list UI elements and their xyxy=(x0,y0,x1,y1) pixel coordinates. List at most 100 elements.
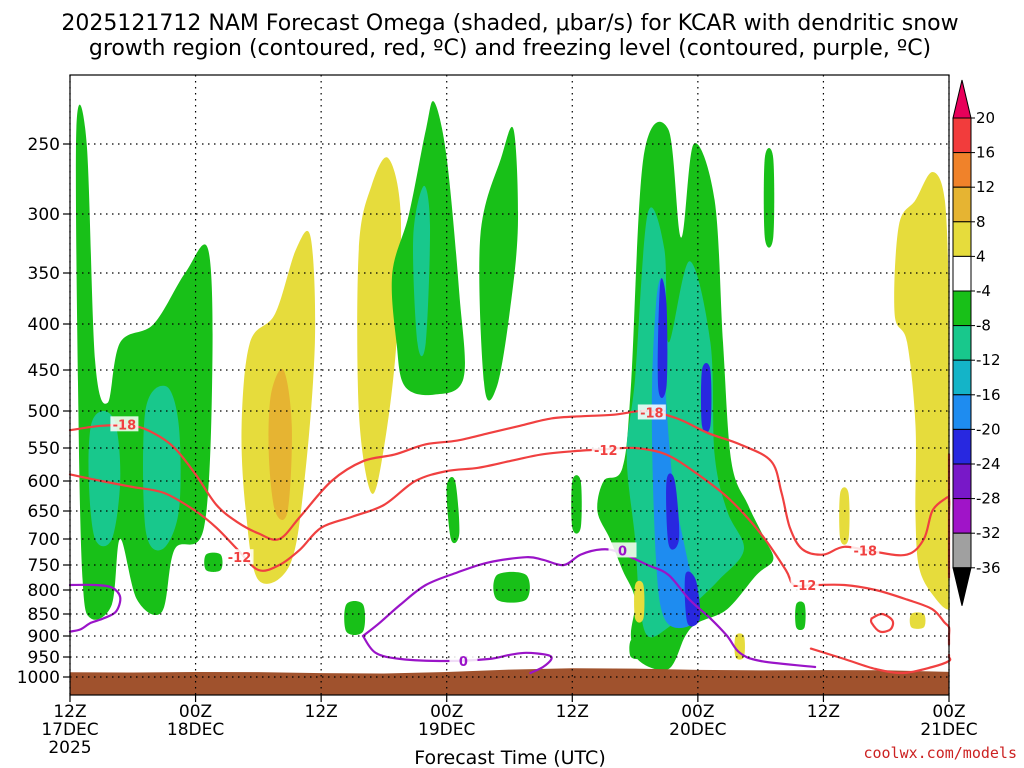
colorbar-box-6 xyxy=(952,290,972,327)
red-contour-small-loop xyxy=(869,612,895,634)
terrain-layer xyxy=(70,668,949,695)
contour-label-bg-0 xyxy=(110,416,139,432)
contour-labels: -18 -12 -12 -18 -12 -18 0 0 xyxy=(110,404,880,670)
contour-label-0: -18 xyxy=(113,418,137,433)
y-tick-label-950: 950 xyxy=(28,648,60,668)
omega-region-darkblue-core-1 xyxy=(657,278,668,399)
omega-region-yellow-column-late xyxy=(894,172,950,610)
contour-label-7: 0 xyxy=(618,544,627,559)
colorbar-label-9: -20 xyxy=(976,420,1001,438)
y-tick-label-550: 550 xyxy=(28,439,60,459)
colorbar-box-3 xyxy=(952,186,972,223)
colorbar-label-3: 8 xyxy=(976,213,986,231)
colorbar-box-9 xyxy=(952,394,972,430)
omega-region-teal-band-early-2 xyxy=(143,385,181,551)
colorbar-label-4: 4 xyxy=(976,247,986,265)
omega-region-yellow-low-late xyxy=(909,612,926,629)
omega-region-green-band-early xyxy=(75,104,213,620)
x-tick-label-0-0: 12Z xyxy=(53,702,86,722)
contour-label-5: -18 xyxy=(854,544,878,559)
y-tick-label-800: 800 xyxy=(28,581,60,601)
omega-region-green-speck-1 xyxy=(446,476,460,544)
x-tick-label-0-1: 17DEC xyxy=(41,720,98,740)
contour-label-bg-1 xyxy=(225,549,254,565)
omega-region-yellow-speck-1 xyxy=(634,580,645,623)
colorbar-box-4 xyxy=(952,221,972,257)
contour-label-bg-6 xyxy=(449,653,478,668)
x-tick-label-72-0: 12Z xyxy=(807,702,840,722)
plot-frame xyxy=(69,74,950,696)
colorbar-label-10: -24 xyxy=(976,455,1001,473)
red-contour-minus12 xyxy=(68,446,951,646)
colorbar-bottom-triangle xyxy=(952,567,972,606)
y-tick-label-700: 700 xyxy=(28,530,60,550)
temperature-contours xyxy=(68,409,952,675)
omega-shading xyxy=(75,101,950,671)
omega-region-green-speck-2 xyxy=(629,638,645,660)
y-tick-label-850: 850 xyxy=(28,605,60,625)
colorbar-box-11 xyxy=(952,463,972,500)
colorbar-box-12 xyxy=(952,498,972,534)
colorbar-label-2: 12 xyxy=(976,178,995,196)
red-contour-bottom-right xyxy=(809,647,952,675)
x-tick-label-0-2: 2025 xyxy=(48,738,91,758)
y-tick-label-1000: 1000 xyxy=(17,668,60,688)
omega-region-yellow-speck-2 xyxy=(734,633,745,660)
colorbar-label-8: -16 xyxy=(976,386,1001,404)
x-tick-label-84-0: 00Z xyxy=(932,702,965,722)
omega-region-teal-core-mid xyxy=(413,185,431,357)
colorbar-box-2 xyxy=(952,152,972,188)
x-tick-label-12-1: 18DEC xyxy=(167,720,224,740)
omega-region-darkblue-core-3 xyxy=(684,571,701,627)
y-tick-label-650: 650 xyxy=(28,502,60,522)
omega-region-green-tiny-left xyxy=(204,552,223,572)
contour-label-2: -12 xyxy=(594,444,618,459)
colorbar-label-13: -36 xyxy=(976,559,1001,577)
y-tick-label-900: 900 xyxy=(28,627,60,647)
x-tick-label-24-0: 12Z xyxy=(305,702,338,722)
colorbar-box-10 xyxy=(952,428,972,465)
colorbar-label-11: -28 xyxy=(976,490,1001,508)
y-tick-label-400: 400 xyxy=(28,315,60,335)
omega-region-green-low-b xyxy=(493,571,530,603)
purple-freezing-lower xyxy=(361,634,553,675)
contour-label-bg-4 xyxy=(790,577,819,592)
colorbar-label-1: 16 xyxy=(976,144,995,162)
colorbar-label-7: -12 xyxy=(976,351,1001,369)
omega-region-darkblue-core-4 xyxy=(700,363,712,433)
y-tick-label-750: 750 xyxy=(28,556,60,576)
contour-label-1: -12 xyxy=(228,551,252,566)
x-tick-label-36-1: 19DEC xyxy=(418,720,475,740)
y-tick-label-500: 500 xyxy=(28,402,60,422)
contour-label-6: 0 xyxy=(459,655,468,670)
colorbar-label-5: -4 xyxy=(976,282,991,300)
x-tick-label-12-0: 00Z xyxy=(179,702,212,722)
y-axis: 2503003504004505005506006507007508008509… xyxy=(17,135,70,688)
omega-region-orange-core-1 xyxy=(268,368,292,520)
purple-freezing-main xyxy=(361,548,817,669)
x-axis-title: Forecast Time (UTC) xyxy=(414,747,605,768)
y-tick-label-600: 600 xyxy=(28,472,60,492)
contour-label-4: -12 xyxy=(793,579,817,594)
credit-text[interactable]: coolwx.com/models xyxy=(863,744,1017,762)
y-tick-label-250: 250 xyxy=(28,135,60,155)
colorbar-box-7 xyxy=(952,325,972,361)
contour-label-bg-7 xyxy=(608,542,637,558)
y-tick-label-450: 450 xyxy=(28,361,60,381)
omega-region-green-speck-4 xyxy=(763,148,775,248)
colorbar-box-5 xyxy=(952,255,972,292)
omega-region-yellow-speck-3 xyxy=(839,487,850,545)
contour-label-bg-3 xyxy=(637,404,666,420)
x-tick-label-60-0: 00Z xyxy=(681,702,714,722)
purple-freezing-upper xyxy=(68,583,122,633)
colorbar-label-12: -32 xyxy=(976,524,1001,542)
omega-region-green-speck-5 xyxy=(795,601,806,631)
x-tick-label-36-0: 00Z xyxy=(430,702,463,722)
y-tick-label-300: 300 xyxy=(28,205,60,225)
omega-region-teal-band-early xyxy=(88,411,121,547)
colorbar-box-1 xyxy=(952,117,972,154)
x-tick-label-84-1: 21DEC xyxy=(920,720,977,740)
contour-label-3: -18 xyxy=(640,406,664,421)
